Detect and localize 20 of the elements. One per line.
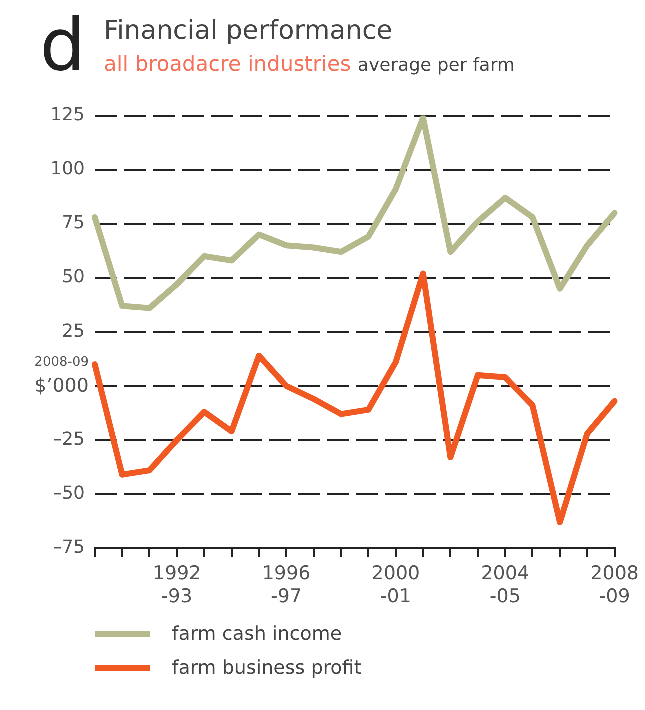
x-tick-label: 1996 -97 <box>262 562 311 608</box>
y-tick-label: –75 <box>53 537 85 558</box>
x-tick-label: 2000 -01 <box>372 562 420 608</box>
y-tick-label: 50 <box>62 266 85 288</box>
legend-label: farm cash income <box>172 623 342 645</box>
x-tick-label: 2008 -09 <box>590 562 640 608</box>
y-tick-label: 25 <box>62 320 85 342</box>
y-tick-label: –50 <box>53 482 85 504</box>
legend-label: farm business profit <box>172 657 362 679</box>
chart-title: Financial performance <box>104 16 393 46</box>
x-tick-label: 1992 -93 <box>152 562 202 608</box>
y-tick-label: 100 <box>50 158 85 180</box>
chart-subtitle: all broadacre industries <box>104 52 352 76</box>
text: d <box>40 3 86 87</box>
x-tick-label: 2004 -05 <box>481 562 530 608</box>
y-tick-label: 125 <box>50 104 85 126</box>
y-tick-label: –25 <box>53 428 85 450</box>
y-axis-title: 2008-09 $’000 <box>34 355 89 398</box>
y-tick-label: 75 <box>62 212 85 234</box>
text: average per farm <box>358 55 515 76</box>
